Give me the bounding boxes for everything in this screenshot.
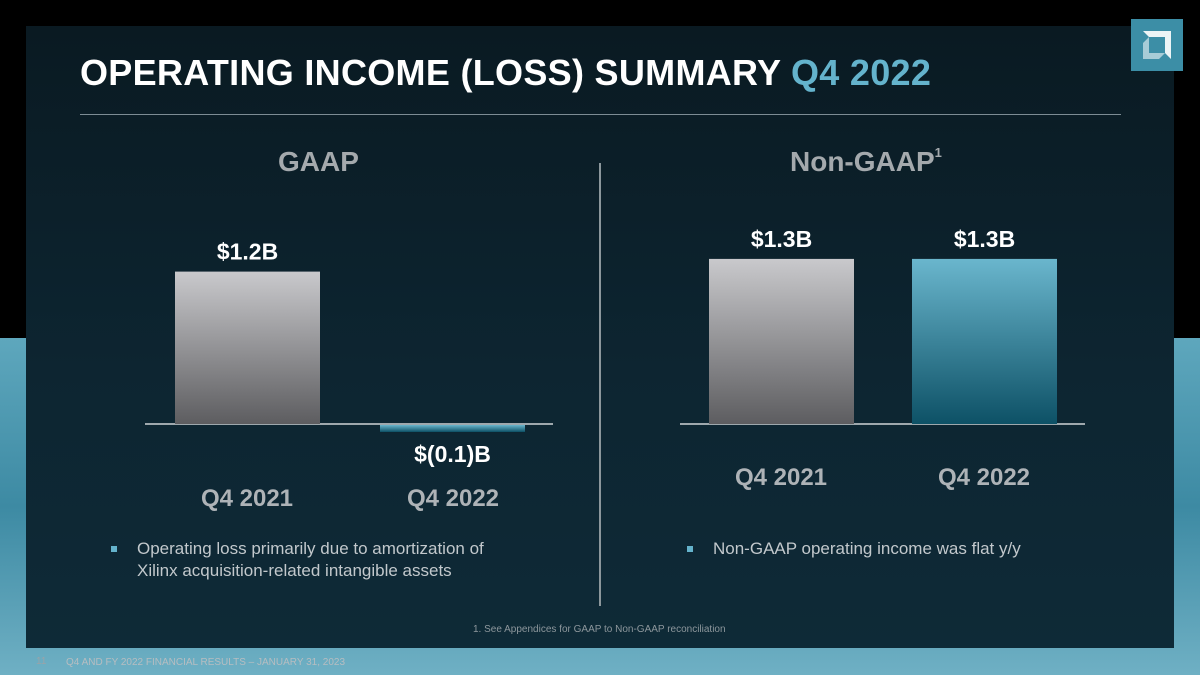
gaap-category-label: Q4 2022 <box>407 485 499 512</box>
title-main: OPERATING INCOME (LOSS) SUMMARY <box>80 52 781 93</box>
non-gaap-heading-text: Non-GAAP <box>790 146 935 177</box>
non-gaap-category-label: Q4 2021 <box>735 464 827 491</box>
non-gaap-footnote-marker: 1 <box>934 144 942 160</box>
title-accent: Q4 2022 <box>790 52 932 93</box>
non-gaap-bar-q4-2021 <box>709 258 854 424</box>
brand-logo-icon <box>1143 31 1171 59</box>
non-gaap-data-label: $1.3B <box>751 226 812 252</box>
gaap-bullet: Operating loss primarily due to amortiza… <box>111 538 517 582</box>
gaap-heading-text: GAAP <box>278 146 359 177</box>
footnote: 1. See Appendices for GAAP to Non-GAAP r… <box>473 624 726 635</box>
gaap-data-label: $1.2B <box>217 239 278 265</box>
gaap-bar-q4-2022 <box>380 425 525 432</box>
non-gaap-data-label: $1.3B <box>954 226 1015 252</box>
title-rule <box>80 114 1121 115</box>
non-gaap-bar-q4-2022 <box>912 258 1057 424</box>
footer-text: Q4 AND FY 2022 FINANCIAL RESULTS – JANUA… <box>66 657 346 668</box>
non-gaap-heading: Non-GAAP1 <box>790 144 942 178</box>
bullet-square-icon <box>111 546 117 552</box>
gaap-bar-q4-2021 <box>175 271 320 424</box>
non-gaap-chart: $1.3B Q4 2021 $1.3B Q4 2022 <box>680 226 1085 491</box>
section-divider <box>599 163 601 606</box>
gaap-data-label: $(0.1)B <box>414 441 491 467</box>
gaap-chart: $1.2B Q4 2021 $(0.1)B Q4 2022 <box>145 239 553 512</box>
non-gaap-category-label: Q4 2022 <box>938 464 1030 491</box>
gaap-heading: GAAP <box>278 146 359 178</box>
gaap-category-label: Q4 2021 <box>201 485 293 512</box>
gaap-bullet-text: Operating loss primarily due to amortiza… <box>137 539 484 580</box>
page-number: 11 <box>36 656 47 667</box>
non-gaap-bullet-text: Non-GAAP operating income was flat y/y <box>713 539 1021 558</box>
bullet-square-icon <box>687 546 693 552</box>
non-gaap-bullet: Non-GAAP operating income was flat y/y <box>687 538 1133 560</box>
page-title: OPERATING INCOME (LOSS) SUMMARY Q4 2022 <box>80 52 931 94</box>
brand-logo <box>1131 19 1183 71</box>
